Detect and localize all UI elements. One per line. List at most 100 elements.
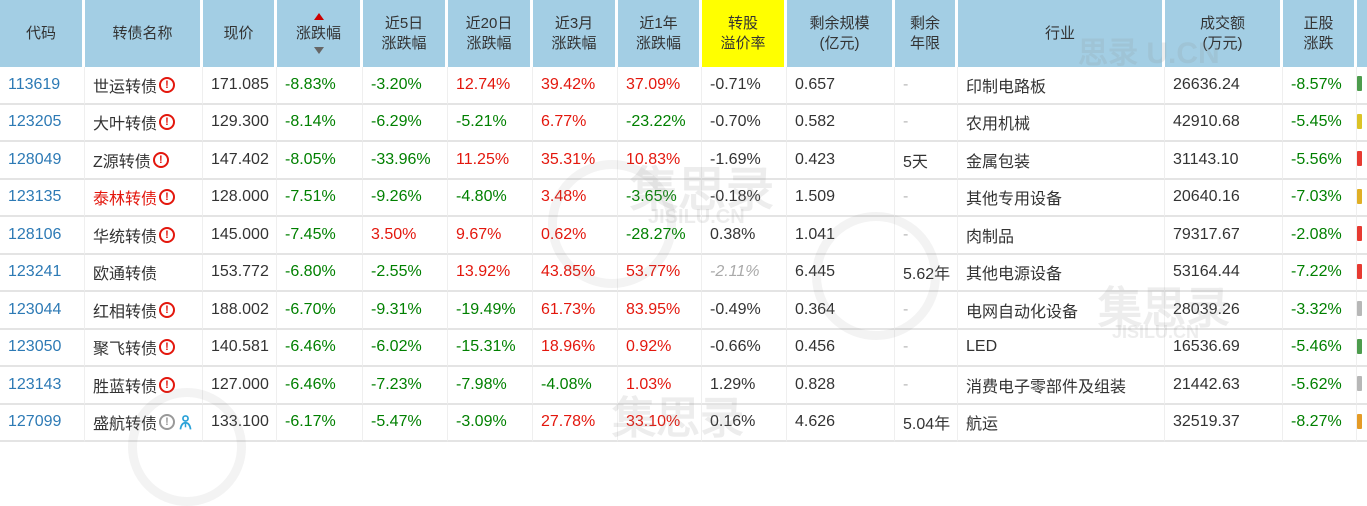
pct-value: -4.08% [541, 375, 592, 393]
bond-code-link[interactable]: 123205 [8, 113, 62, 131]
remaining-size-cell: 0.582 [787, 104, 895, 142]
chg-cell: -7.51% [277, 179, 363, 217]
column-header-premium[interactable]: 转股 溢价率 [702, 0, 787, 67]
chg3m-cell: 3.48% [533, 179, 618, 217]
warning-icon[interactable]: ! [159, 376, 176, 393]
warning-icon[interactable]: ! [159, 76, 176, 93]
chg-cell: -6.80% [277, 254, 363, 292]
industry-value: 印制电路板 [966, 78, 1047, 96]
column-label: 溢价率 [720, 34, 766, 52]
pct-value: -7.51% [285, 188, 336, 206]
turnover-value: 16536.69 [1173, 338, 1240, 356]
size-value: 0.364 [795, 300, 836, 318]
column-header-chg3m[interactable]: 近3月 涨跌幅 [533, 0, 618, 67]
pct-value: -19.49% [456, 300, 516, 318]
column-header-industry[interactable]: 行业 [958, 0, 1165, 67]
chg3m-cell: -4.08% [533, 367, 618, 405]
bond-code-link[interactable]: 123044 [8, 300, 62, 318]
bond-code-link[interactable]: 123135 [8, 188, 62, 206]
bond-code-link[interactable]: 128106 [8, 225, 62, 243]
chg1y-cell: 0.92% [618, 329, 702, 367]
premium-cell: -0.71% [702, 67, 787, 105]
size-value: 0.828 [795, 375, 836, 393]
column-header-years[interactable]: 剩余 年限 [895, 0, 958, 67]
bond-code-link[interactable]: 113619 [8, 75, 61, 93]
column-header-chg5[interactable]: 近5日 涨跌幅 [363, 0, 448, 67]
premium-cell: -1.69% [702, 142, 787, 180]
pct-value: -9.31% [371, 300, 422, 318]
stock-change-cell: -7.22% [1283, 254, 1357, 292]
remaining-size-cell: 0.828 [787, 367, 895, 405]
premium-cell: 0.16% [702, 404, 787, 442]
table-row: 128106 华统转债! 145.000 -7.45% 3.50% 9.67% 0.62% -… [0, 217, 1367, 255]
premium-value: -2.11% [710, 263, 760, 281]
warning-icon[interactable]: ! [159, 301, 176, 318]
pct-value: 3.50% [371, 225, 417, 243]
column-header-name[interactable]: 转债名称 [85, 0, 203, 67]
header-row: 代码 转债名称 现价 涨跌幅 近5日 涨跌幅 近20日 涨跌幅 近3月 涨跌幅 近1年 涨跌幅 转股 溢价… [0, 0, 1367, 67]
bond-name-wrap: 泰林转债! [93, 185, 201, 209]
bond-name: 红相转债 [93, 303, 158, 321]
column-label: 现价 [223, 24, 254, 42]
bond-code-link[interactable]: 127099 [8, 413, 62, 431]
warning-icon[interactable]: ! [159, 339, 176, 356]
bond-name-cell: 盛航转债! [85, 404, 203, 442]
pct-value: -8.27% [1291, 413, 1342, 431]
column-header-price[interactable]: 现价 [203, 0, 277, 67]
turnover-cell: 28039.26 [1165, 292, 1283, 330]
chg-cell: -6.46% [277, 367, 363, 405]
turnover-value: 31143.10 [1173, 150, 1239, 168]
person-icon[interactable] [177, 414, 194, 431]
chg-cell: -6.17% [277, 404, 363, 442]
column-header-chg20[interactable]: 近20日 涨跌幅 [448, 0, 533, 67]
sort-asc-icon[interactable] [313, 12, 324, 20]
price-cell: 145.000 [203, 217, 277, 255]
table-row: 123050 聚飞转债! 140.581 -6.46% -6.02% -15.31% 18.… [0, 329, 1367, 367]
bond-name-cell: 聚飞转债! [85, 329, 203, 367]
bond-name-wrap: Z源转债! [93, 148, 201, 172]
pct-value: -8.83% [285, 75, 336, 93]
sort-desc-icon[interactable] [313, 47, 324, 55]
chg5-cell: -7.23% [363, 367, 448, 405]
bond-code-link[interactable]: 128049 [8, 150, 62, 168]
bond-code-link[interactable]: 123143 [8, 375, 62, 393]
chg20-cell: -19.49% [448, 292, 533, 330]
premium-value: 0.16% [710, 413, 756, 431]
column-header-stock_chg[interactable]: 正股 涨跌 [1283, 0, 1357, 67]
warning-icon[interactable]: ! [159, 189, 176, 206]
pct-value: 6.77% [541, 113, 587, 131]
bond-code-link[interactable]: 123241 [8, 263, 62, 281]
warning-icon[interactable]: ! [159, 414, 176, 431]
turnover-value: 79317.67 [1173, 225, 1240, 243]
bond-name-wrap: 欧通转债 [93, 260, 201, 284]
remaining-size-cell: 0.423 [787, 142, 895, 180]
chg-cell: -7.45% [277, 217, 363, 255]
column-header-size[interactable]: 剩余规模 (亿元) [787, 0, 895, 67]
column-header-code[interactable]: 代码 [0, 0, 85, 67]
pct-value: 13.92% [456, 263, 511, 281]
warning-icon[interactable]: ! [159, 114, 176, 131]
column-header-chg[interactable]: 涨跌幅 [277, 0, 363, 67]
pct-value: -7.22% [1291, 263, 1342, 281]
premium-value: -0.66% [710, 338, 761, 356]
remaining-years-cell: - [895, 104, 958, 142]
bond-code-link[interactable]: 123050 [8, 338, 62, 356]
chg-cell: -6.46% [277, 329, 363, 367]
warning-icon[interactable]: ! [159, 226, 176, 243]
clipped-cell-fragment [1357, 188, 1362, 204]
column-header-chg1y[interactable]: 近1年 涨跌幅 [618, 0, 702, 67]
clipped-cell-fragment [1357, 338, 1362, 354]
price-cell: 127.000 [203, 367, 277, 405]
bond-name-wrap: 大叶转债! [93, 110, 201, 134]
column-header-clipped[interactable] [1357, 0, 1367, 67]
industry-cell: 印制电路板 [958, 67, 1165, 105]
chg3m-cell: 35.31% [533, 142, 618, 180]
warning-icon[interactable]: ! [152, 151, 169, 168]
pct-value: 27.78% [541, 413, 596, 431]
price-cell: 128.000 [203, 179, 277, 217]
chg5-cell: -6.29% [363, 104, 448, 142]
column-header-turnover[interactable]: 成交额 (万元) [1165, 0, 1283, 67]
pct-value: -15.31% [456, 338, 516, 356]
pct-value: -2.08% [1291, 225, 1342, 243]
bond-code-cell: 123050 [0, 329, 85, 367]
